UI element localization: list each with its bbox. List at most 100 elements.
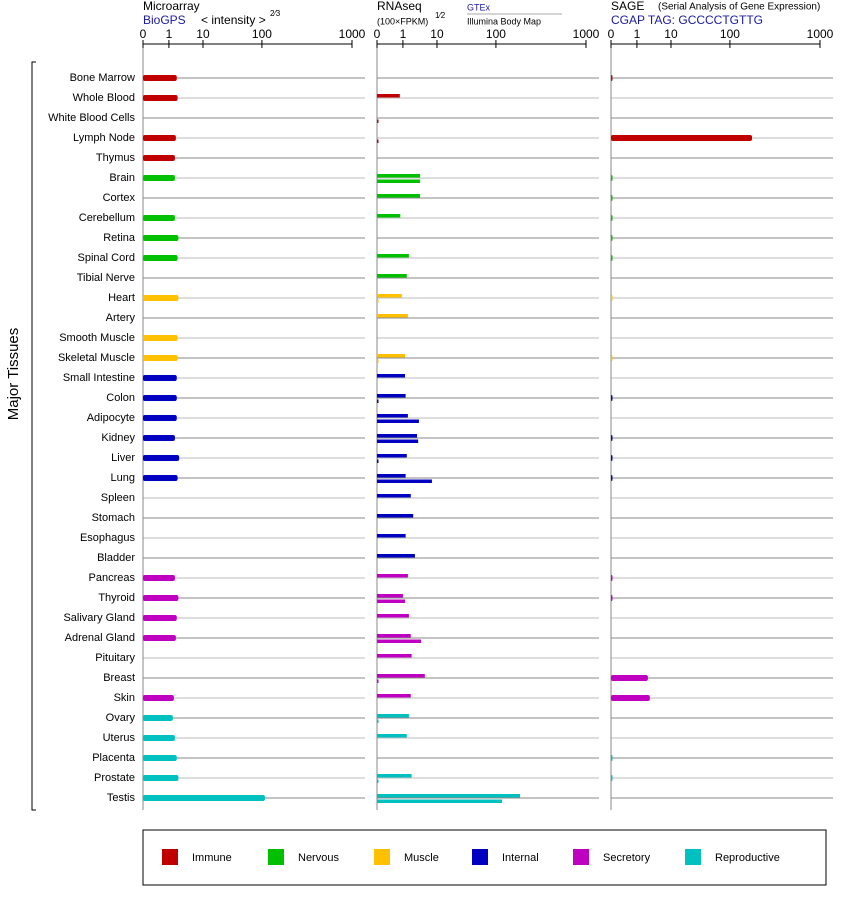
category-label: Placenta: [92, 752, 136, 764]
bar: [377, 694, 411, 698]
legend-label: Muscle: [404, 852, 439, 864]
bar: [377, 94, 400, 98]
bar: [377, 354, 405, 358]
axis-label: < intensity >: [201, 13, 266, 27]
category-label: Adipocyte: [87, 412, 135, 424]
category-label: Brain: [109, 172, 135, 184]
legend-swatch: [162, 849, 178, 865]
bar: [377, 359, 379, 363]
bar: [143, 395, 177, 401]
bar: [377, 414, 408, 418]
bar: [377, 639, 422, 643]
axis-label: (100×FPKM): [377, 16, 428, 26]
category-label: Pancreas: [89, 572, 136, 584]
bracket: [31, 61, 36, 811]
bar: [377, 479, 432, 483]
bar: [143, 155, 175, 161]
bar: [143, 455, 180, 461]
bar: [377, 574, 408, 578]
bar: [143, 695, 174, 701]
x-tick-label: 1000: [573, 27, 600, 41]
bar: [377, 719, 379, 723]
category-label: Artery: [106, 312, 136, 324]
panel-title: Microarray: [143, 0, 200, 13]
x-tick-label: 100: [252, 27, 272, 41]
bar: [377, 514, 414, 518]
category-label: Ovary: [106, 712, 136, 724]
bar: [377, 734, 407, 738]
bar: [143, 255, 178, 261]
category-label: Salivary Gland: [63, 612, 135, 624]
x-tick-label: 0: [608, 27, 615, 41]
legend-label: Immune: [192, 852, 232, 864]
source: CGAP TAG: GCCCCTGTTG: [611, 13, 763, 27]
x-tick-label: 100: [720, 27, 740, 41]
x-tick-label: 1: [634, 27, 641, 41]
bar: [377, 634, 411, 638]
bar: [143, 595, 179, 601]
bar: [143, 635, 176, 641]
category-label: Spleen: [101, 492, 135, 504]
bar: [377, 714, 409, 718]
bar: [143, 175, 175, 181]
panel-subtitle: (Serial Analysis of Gene Expression): [658, 2, 820, 13]
bar: [611, 435, 613, 441]
bar: [611, 175, 613, 181]
bar: [377, 534, 406, 538]
category-label: Prostate: [94, 772, 135, 784]
legend-label: Reproductive: [715, 852, 780, 864]
bar: [377, 599, 405, 603]
legend-box: [142, 829, 827, 886]
x-tick-label: 10: [430, 27, 444, 41]
bar: [143, 295, 179, 301]
category-label: Thymus: [96, 152, 136, 164]
bar: [611, 75, 613, 81]
axis-power: 2⁄3: [270, 9, 281, 18]
legend-label: Internal: [502, 852, 539, 864]
bar: [611, 775, 613, 781]
bar: [611, 355, 613, 361]
x-tick-label: 10: [196, 27, 210, 41]
bar: [377, 594, 403, 598]
bar: [143, 355, 178, 361]
category-label: Stomach: [92, 512, 135, 524]
bar: [611, 695, 650, 701]
category-label: Kidney: [101, 432, 135, 444]
category-label: Retina: [103, 232, 136, 244]
bar: [611, 135, 753, 141]
bar: [377, 214, 401, 218]
legend-swatch: [685, 849, 701, 865]
category-label: Spinal Cord: [78, 252, 135, 264]
bar: [611, 675, 648, 681]
x-tick-label: 1: [400, 27, 407, 41]
bar: [611, 235, 613, 241]
bar: [143, 335, 178, 341]
x-tick-label: 10: [664, 27, 678, 41]
bar: [143, 755, 177, 761]
category-label: Lymph Node: [73, 132, 135, 144]
category-label: Small Intestine: [63, 372, 135, 384]
bar: [377, 374, 405, 378]
source: BioGPS: [143, 13, 186, 27]
panel-title: SAGE: [611, 0, 644, 13]
category-label: Uterus: [103, 732, 136, 744]
category-label: Cerebellum: [79, 212, 135, 224]
bar: [143, 135, 176, 141]
category-label: Liver: [111, 452, 135, 464]
bar: [377, 139, 379, 143]
bar: [377, 494, 411, 498]
bar: [377, 174, 421, 178]
bar: [611, 215, 613, 221]
x-tick-label: 0: [140, 27, 147, 41]
bar: [143, 615, 177, 621]
category-label: Thyroid: [98, 592, 135, 604]
category-label: Testis: [107, 792, 136, 804]
bar: [377, 399, 379, 403]
category-label: Pituitary: [95, 652, 135, 664]
bar: [143, 475, 178, 481]
bar: [377, 614, 409, 618]
bar: [377, 314, 408, 318]
bar: [377, 194, 421, 198]
category-label: Cortex: [103, 192, 136, 204]
